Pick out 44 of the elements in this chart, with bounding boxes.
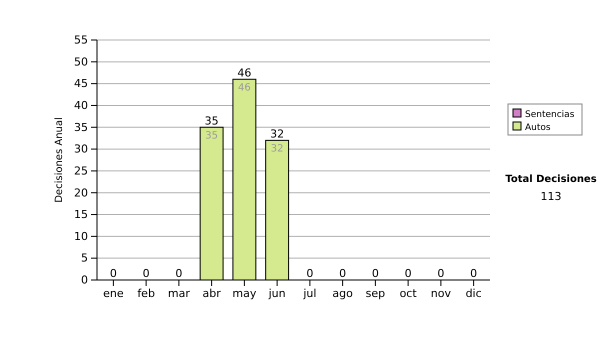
legend-label: Sentencias: [525, 110, 575, 120]
x-tick-label: mar: [168, 286, 190, 300]
y-tick-label: 20: [74, 186, 88, 200]
total-label: 0: [175, 267, 182, 280]
x-tick-label: dic: [466, 286, 482, 300]
y-tick-label: 10: [74, 230, 88, 243]
total-label: 0: [110, 267, 117, 280]
text: 113: [540, 190, 562, 203]
data-label: 32: [270, 143, 284, 154]
total-label: 32: [270, 127, 284, 140]
y-tick-label: 55: [74, 34, 88, 47]
x-tick-label: ene: [103, 286, 124, 300]
y-tick-label: 35: [74, 120, 88, 134]
y-tick-label: 5: [81, 252, 88, 265]
y-tick-label: 50: [74, 55, 88, 68]
x-tick-label: ago: [332, 286, 354, 300]
total-label: 0: [339, 267, 346, 280]
total-label: 0: [306, 267, 314, 280]
total-label: 46: [237, 66, 252, 80]
x-tick-label: nov: [430, 286, 452, 300]
y-tick-label: 40: [74, 98, 88, 112]
x-tick-label: feb: [137, 286, 155, 300]
x-tick-label: abr: [202, 286, 222, 300]
x-tick-label: jul: [302, 286, 316, 300]
x-tick-label: may: [232, 286, 257, 300]
y-tick-label: 25: [74, 164, 88, 178]
total-label: 0: [437, 267, 444, 280]
x-tick-label: sep: [366, 286, 386, 300]
y-tick-label: 45: [74, 77, 88, 90]
legend-label: Autos: [525, 123, 551, 133]
text: Total Decisiones: [505, 174, 597, 185]
y-tick-label: 30: [74, 142, 88, 156]
y-tick-label: 15: [74, 208, 88, 222]
total-label: 0: [372, 267, 379, 280]
data-label: 35: [205, 130, 218, 142]
data-label: 46: [238, 82, 251, 94]
total-label: 35: [204, 114, 219, 128]
total-label: 0: [470, 267, 478, 280]
y-tick-label: 0: [81, 274, 88, 287]
total-label: 0: [404, 267, 412, 280]
x-tick-label: oct: [400, 286, 418, 300]
total-label: 0: [142, 267, 150, 280]
y-axis-title: Decisiones Anual: [54, 117, 65, 203]
x-tick-label: jun: [268, 286, 286, 300]
